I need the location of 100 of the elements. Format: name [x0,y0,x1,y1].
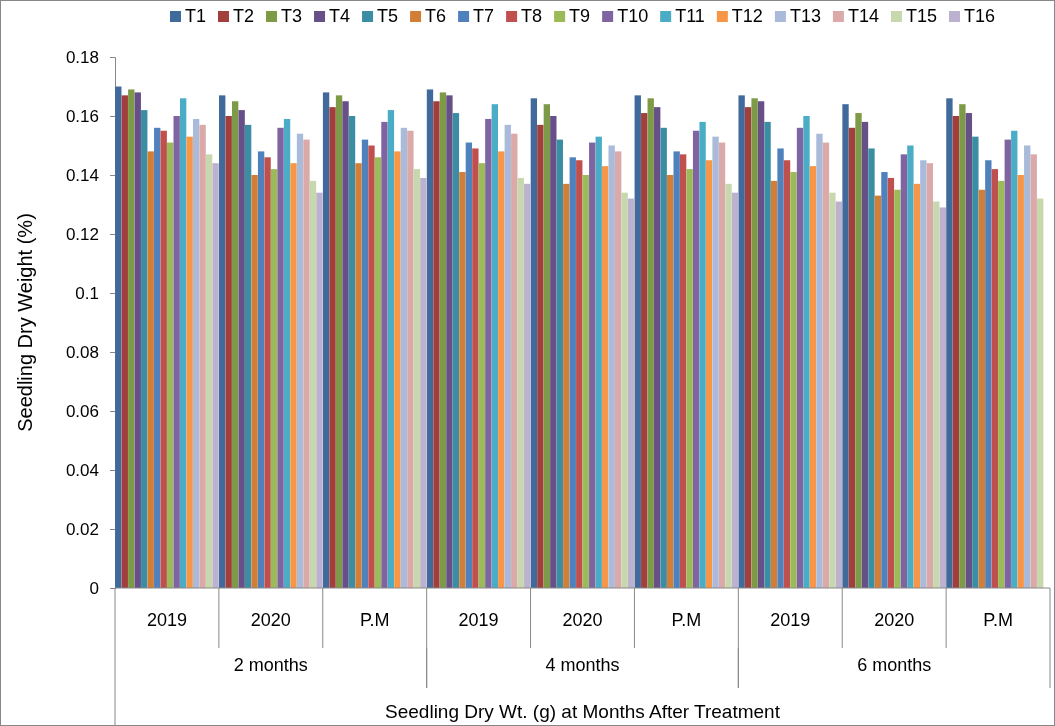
bar [219,95,226,588]
legend-label: T13 [789,6,821,26]
y-axis-title: Seedling Dry Weight (%) [14,213,36,432]
bar [920,160,927,588]
bar [283,118,291,588]
bar [374,157,382,588]
bar [478,163,486,588]
bar [738,95,745,588]
bar [757,101,765,588]
legend-label: T1 [184,6,207,26]
y-tick-label: 0.12 [65,224,99,244]
bar [939,207,946,588]
bar [329,107,336,588]
legend-label: T10 [617,6,649,26]
y-tick-label: 0.04 [65,460,99,480]
bar [290,163,297,588]
bar [621,192,628,588]
bar [446,95,453,588]
bar [952,116,960,588]
bar [874,195,882,588]
bar [959,104,966,588]
bar [1017,175,1024,588]
bar [835,201,843,588]
y-tick-label: 0.02 [65,519,99,539]
bar [394,151,401,588]
bar [381,121,388,588]
bar [595,136,602,588]
legend-label: T5 [377,6,399,26]
bar [725,183,732,588]
bar [179,98,187,588]
bar [121,95,128,588]
bar [998,180,1005,588]
bar [154,127,161,588]
bar [582,175,589,588]
bar [569,157,576,588]
bar [192,118,200,588]
bar [524,183,531,588]
bar [1024,145,1031,588]
y-tick-label: 0.06 [65,401,99,421]
bar [894,189,901,588]
x-tick-label: P.M [359,610,390,630]
y-tick-label: 0 [89,578,99,598]
bar [387,110,395,588]
bar [907,145,914,588]
bar [238,110,245,588]
bar [842,104,849,588]
bar [679,154,687,588]
bar [926,163,934,588]
bar [316,192,323,588]
bar [420,177,427,588]
bar [913,183,921,588]
legend-label: T11 [675,6,705,26]
bar [641,113,648,588]
bar [1037,198,1044,588]
bar [868,148,875,588]
bar [303,139,310,588]
bar [134,92,141,588]
bar [589,142,596,588]
legend-label: T16 [963,6,996,26]
bar [205,154,213,588]
bar [251,175,258,588]
bar [563,183,570,588]
bar [861,121,869,588]
bar [751,98,758,588]
bar [465,142,473,588]
bar [407,130,414,588]
legend-label: T7 [473,6,495,26]
x-tick-label: 2019 [146,610,187,630]
bar [673,151,680,588]
text: 6 months [857,655,932,675]
bar [128,89,135,588]
legend-label: T2 [233,6,255,26]
bar [485,118,492,588]
legend-label: T15 [905,6,937,26]
bar [335,95,343,588]
bar [167,142,174,588]
bar [212,163,219,588]
bar [576,160,583,588]
bar [900,154,908,588]
bar [277,127,284,588]
x-tick-label: P.M [671,610,702,630]
bar [822,142,830,588]
bar [355,163,362,588]
y-tick-label: 0.16 [65,106,99,126]
bar [199,124,206,588]
bar [491,104,498,588]
bar [244,124,252,588]
bar [699,121,706,588]
legend-label: T9 [569,6,591,26]
bar [790,172,797,588]
x-tick-label: 2019 [770,610,811,630]
bar [972,136,979,588]
x-axis-title: Seedling Dry Wt. (g) at Months After Treatment [385,701,781,722]
bar [627,198,635,588]
bar [426,89,434,588]
bar [400,127,408,588]
x-tick-label: 2020 [874,610,915,630]
bar [686,169,693,588]
bar [231,101,239,588]
legend-label: T8 [521,6,543,26]
